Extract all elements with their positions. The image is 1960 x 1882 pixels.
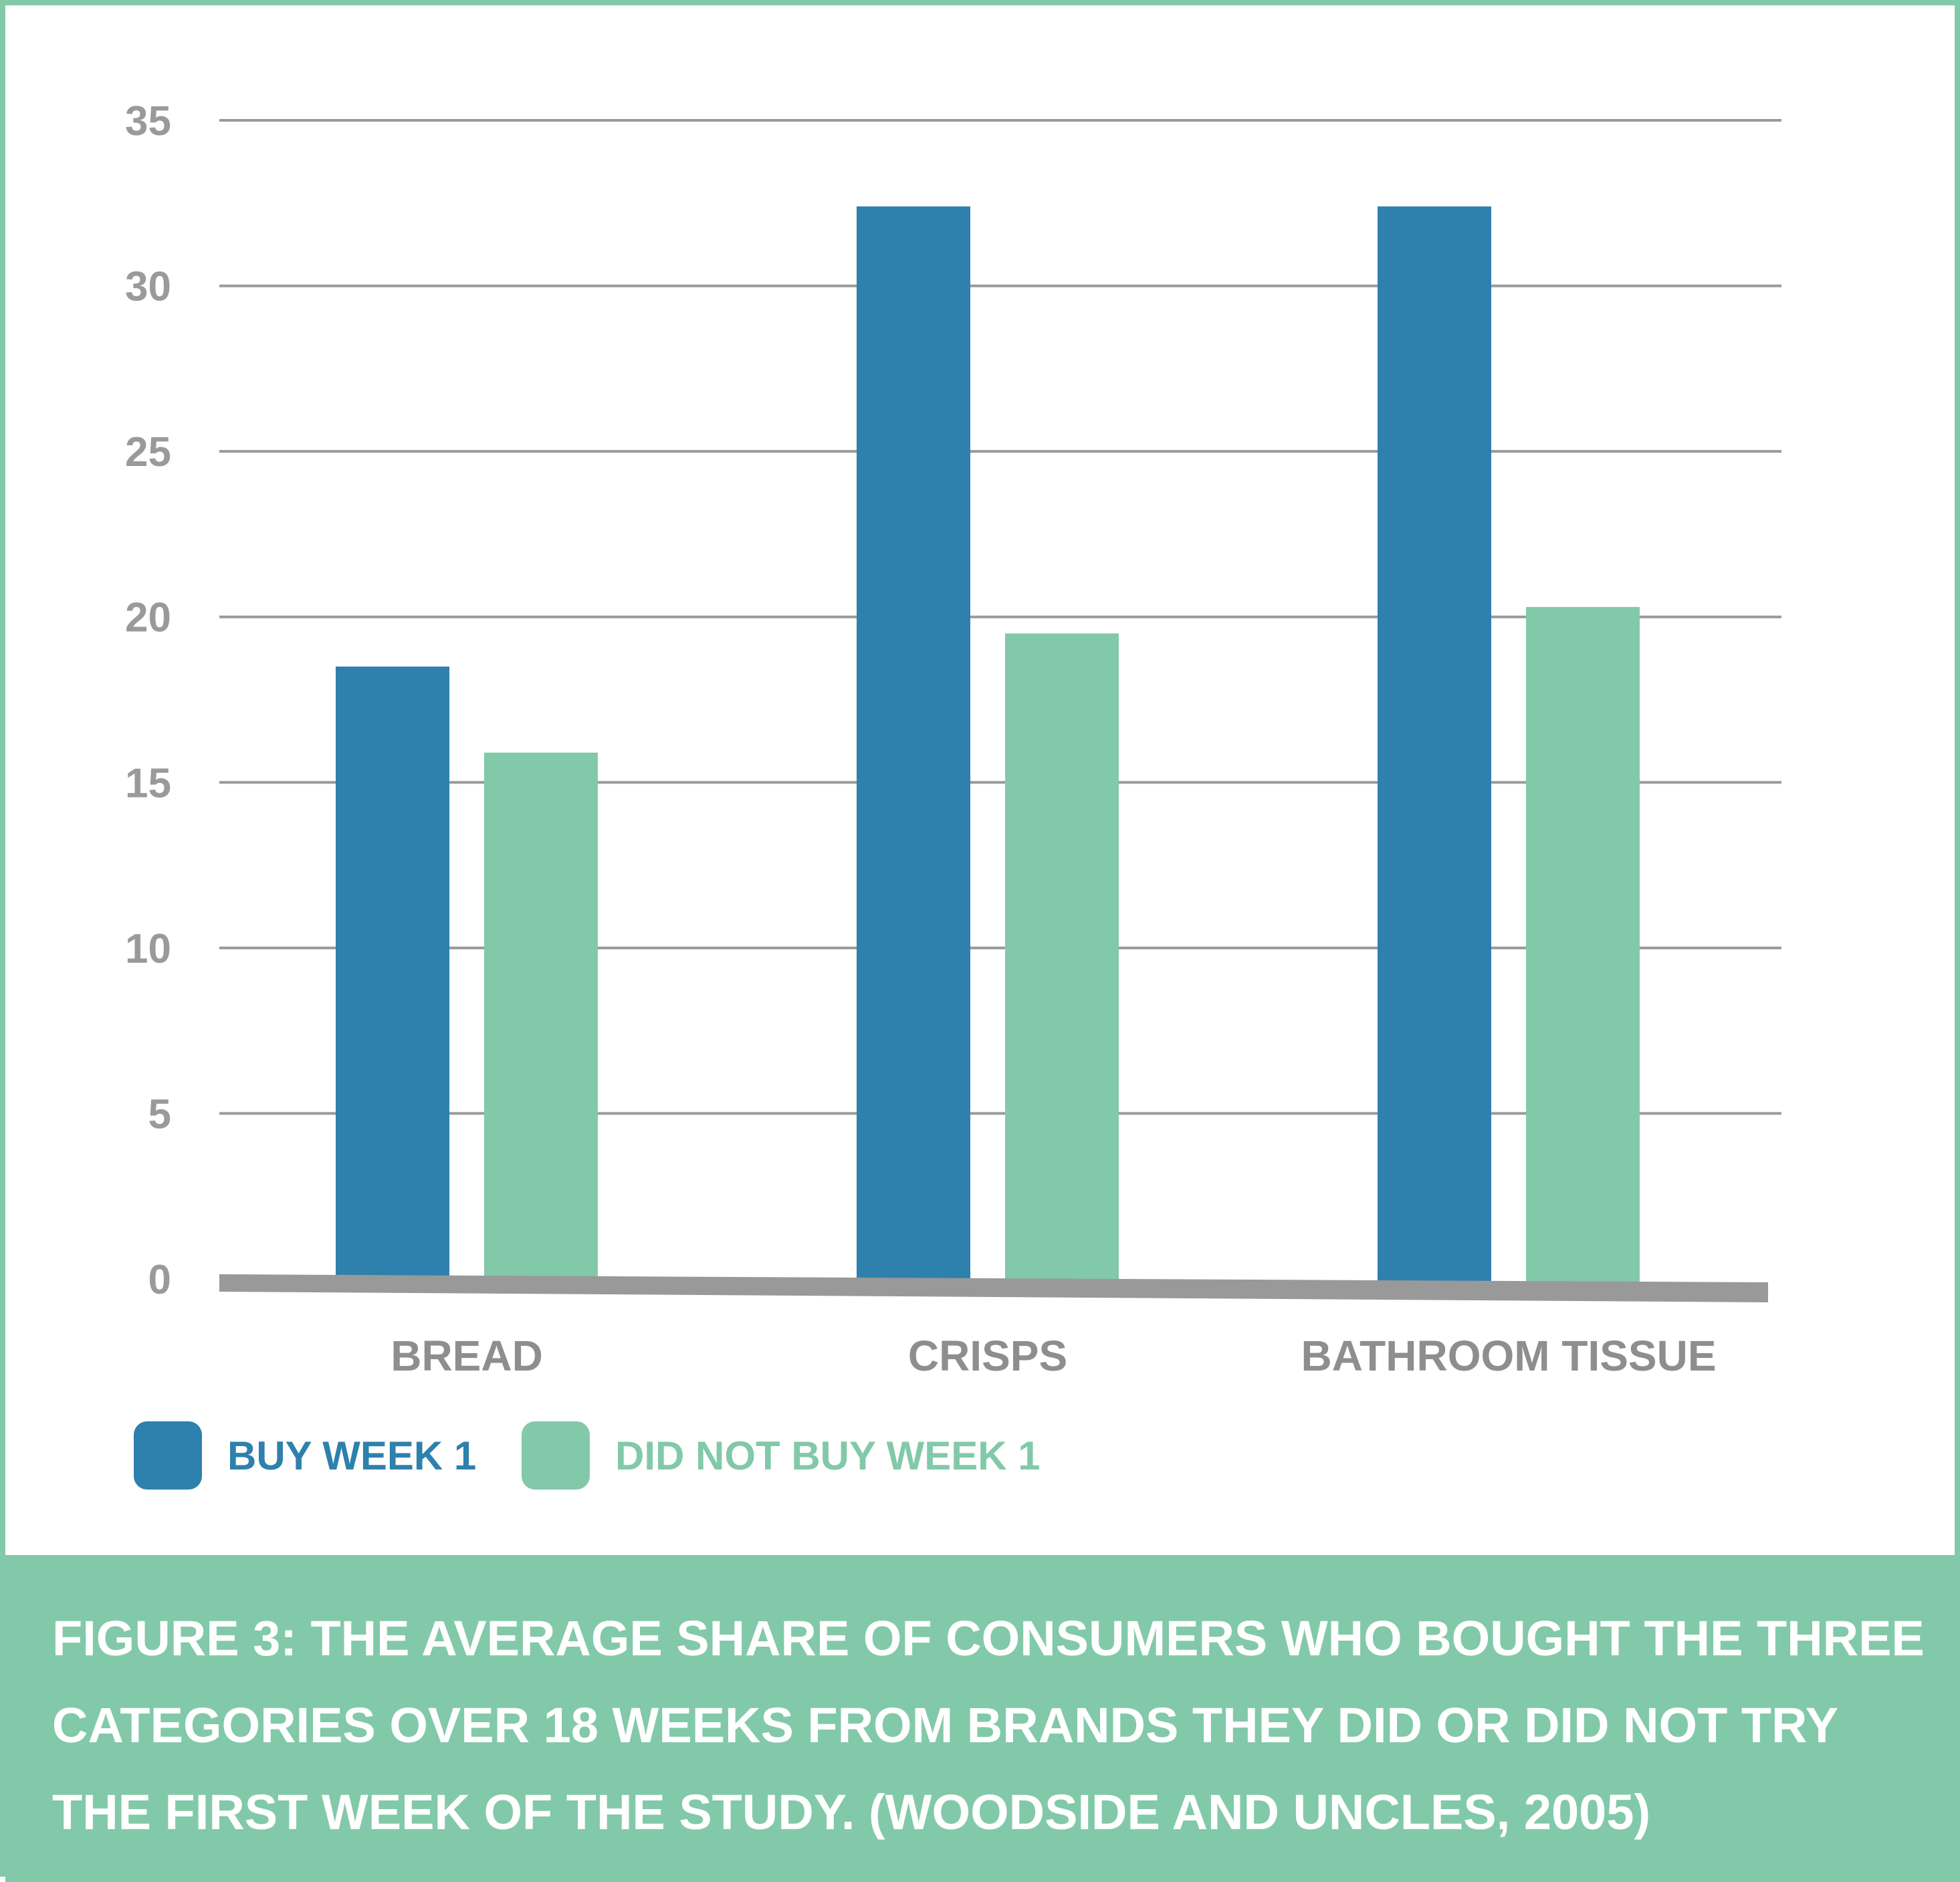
x-axis-baseline <box>219 1274 1768 1302</box>
figure-caption: FIGURE 3: THE AVERAGE SHARE OF CONSUMERS… <box>52 1611 1925 1840</box>
bar-chart: 0 5 10 15 20 25 30 35 BREAD CRISPS BATHROOM TISSU… <box>125 98 1781 1490</box>
bar-did-not-buy-week-1-1 <box>1005 633 1119 1284</box>
legend-swatch <box>522 1421 590 1490</box>
legend-label: BUY WEEK 1 <box>227 1433 476 1478</box>
x-category-label: BATHROOM TISSUE <box>1301 1332 1716 1380</box>
y-tick-label: 0 <box>148 1257 171 1303</box>
y-axis-ticks: 0 5 10 15 20 25 30 35 <box>125 98 171 1303</box>
x-axis-categories: BREAD CRISPS BATHROOM TISSUE <box>391 1332 1716 1380</box>
legend-label: DID NOT BUY WEEK 1 <box>615 1433 1041 1478</box>
y-tick-label: 25 <box>125 429 171 475</box>
x-category-label: CRISPS <box>908 1332 1067 1380</box>
y-tick-label: 5 <box>148 1091 171 1137</box>
bar-buy-week-1-1 <box>857 206 970 1284</box>
bar-did-not-buy-week-1-0 <box>484 752 598 1284</box>
y-tick-label: 35 <box>125 98 171 144</box>
y-tick-label: 10 <box>125 926 171 972</box>
y-tick-label: 15 <box>125 760 171 806</box>
bars <box>336 206 1640 1284</box>
y-tick-label: 30 <box>125 264 171 310</box>
bar-did-not-buy-week-1-2 <box>1526 606 1640 1284</box>
x-category-label: BREAD <box>391 1332 543 1380</box>
bar-buy-week-1-2 <box>1378 206 1491 1284</box>
y-tick-label: 20 <box>125 595 171 641</box>
caption-band: FIGURE 3: THE AVERAGE SHARE OF CONSUMERS… <box>5 1555 1960 1882</box>
legend-swatch <box>134 1421 202 1490</box>
gridlines <box>219 119 1781 1115</box>
bar-buy-week-1-0 <box>336 666 449 1284</box>
legend: BUY WEEK 1 DID NOT BUY WEEK 1 <box>134 1421 1041 1490</box>
